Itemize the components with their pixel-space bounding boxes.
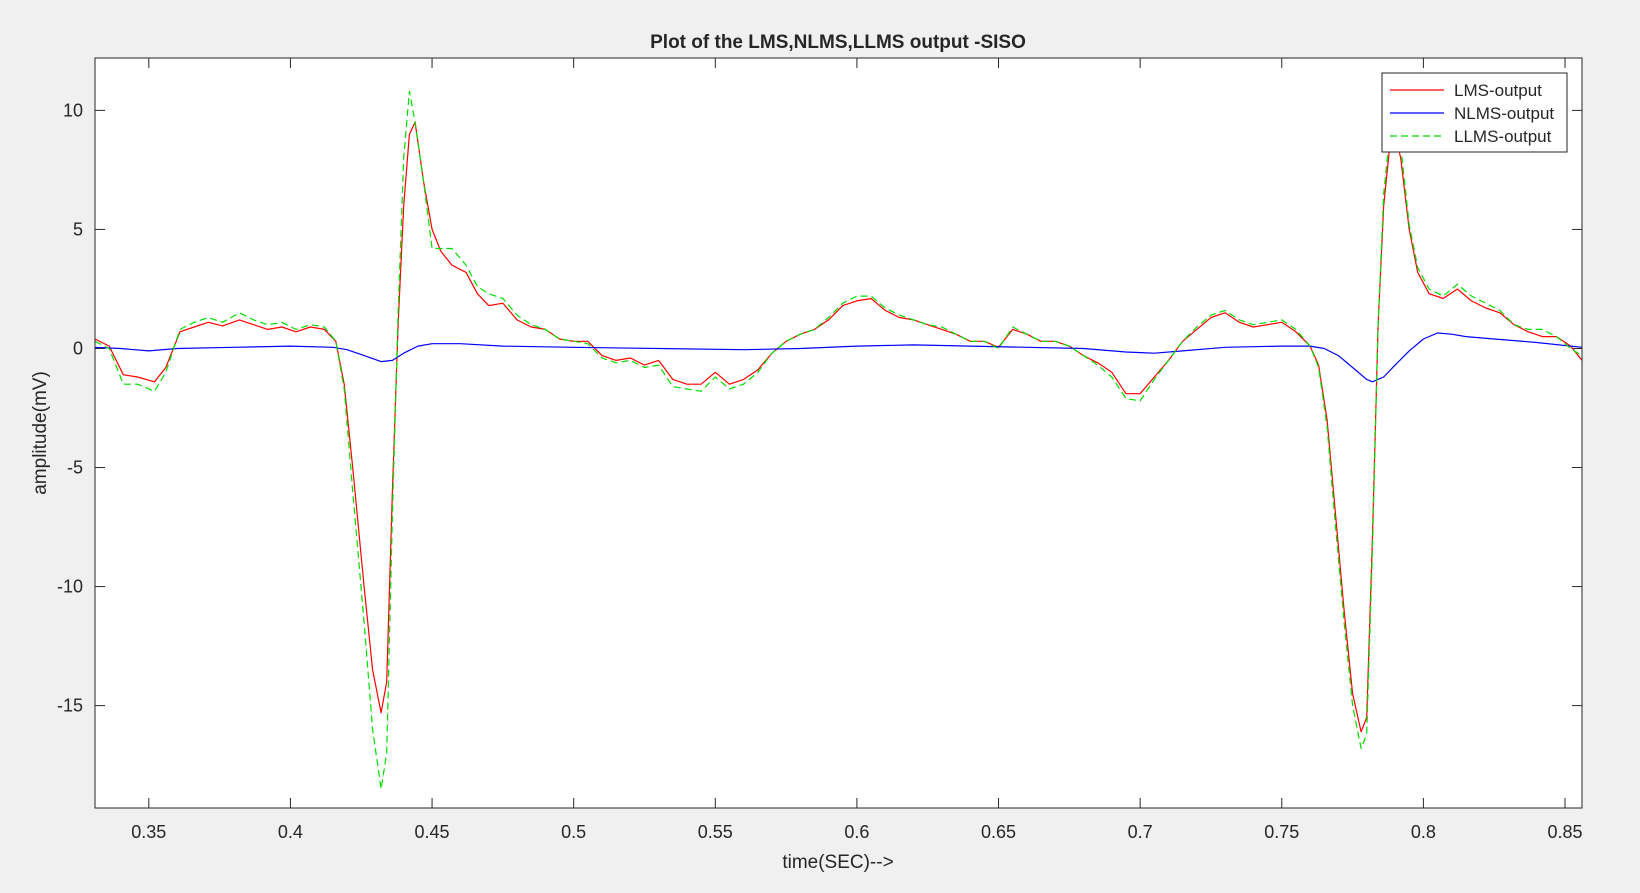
series-line-llms-output xyxy=(95,90,1582,790)
y-tick-label: -15 xyxy=(57,696,83,716)
x-tick-label: 0.7 xyxy=(1128,822,1153,842)
legend-label: NLMS-output xyxy=(1454,104,1554,123)
x-tick-label: 0.75 xyxy=(1264,822,1299,842)
x-tick-label: 0.55 xyxy=(698,822,733,842)
y-axis-label: amplitude(mV) xyxy=(30,371,51,495)
series-line-lms-output xyxy=(95,121,1582,733)
x-tick-label: 0.8 xyxy=(1411,822,1436,842)
x-tick-label: 0.45 xyxy=(415,822,450,842)
axes-box xyxy=(94,57,1583,809)
x-tick-label: 0.65 xyxy=(981,822,1016,842)
y-tick-label: 0 xyxy=(73,338,83,358)
x-tick-label: 0.5 xyxy=(561,822,586,842)
ticks-layer: 0.35 0.4 0.45 0.5 0.55 0.6 0.65 0.7 0.75 0.8 0.85 1… xyxy=(57,58,1583,842)
legend-label: LMS-output xyxy=(1454,81,1542,100)
x-tick-label: 0.85 xyxy=(1547,822,1582,842)
legend: LMS-output NLMS-output LLMS-output xyxy=(1381,72,1568,153)
y-tick-label: -5 xyxy=(67,458,83,478)
y-tick-label: 5 xyxy=(73,219,83,239)
x-tick-label: 0.4 xyxy=(278,822,303,842)
x-tick-label: 0.6 xyxy=(844,822,869,842)
y-tick-label: -10 xyxy=(57,577,83,597)
x-tick-label: 0.35 xyxy=(131,822,166,842)
plot-area xyxy=(95,58,1582,808)
y-tick-label: 10 xyxy=(63,100,83,120)
series-line-nlms-output xyxy=(95,332,1582,383)
chart-title: Plot of the LMS,NLMS,LLMS output -SISO xyxy=(650,32,1026,53)
series-layer xyxy=(95,90,1582,790)
legend-label: LLMS-output xyxy=(1454,127,1552,146)
x-axis-label: time(SEC)--> xyxy=(782,852,893,873)
